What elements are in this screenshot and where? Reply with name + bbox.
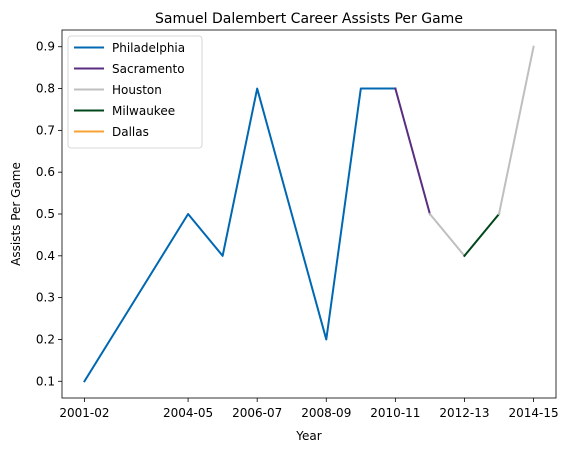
- legend-label-houston: Houston: [112, 83, 162, 97]
- y-tick-label: 0.5: [36, 207, 55, 221]
- series-line-philadelphia-0: [83, 87, 397, 383]
- x-tick-label: 2010-11: [370, 406, 420, 420]
- y-tick-label: 0.4: [36, 249, 55, 263]
- y-tick-label: 0.3: [36, 291, 55, 305]
- legend-label-sacramento: Sacramento: [112, 62, 185, 76]
- legend-label-philadelphia: Philadelphia: [112, 41, 185, 55]
- x-tick-label: 2006-07: [232, 406, 282, 420]
- chart-title: Samuel Dalembert Career Assists Per Game: [155, 11, 463, 27]
- y-axis-title: Assists Per Game: [9, 162, 23, 266]
- y-axis: 0.1 0.2 0.3 0.4 0.5 0.6 0.7 0.8 0.9: [36, 40, 62, 388]
- x-axis-title: Year: [295, 429, 321, 443]
- x-tick-label: 2012-13: [439, 406, 489, 420]
- plot-area: [61, 29, 557, 399]
- x-tick-label: 2014-15: [508, 406, 558, 420]
- series-line-sacramento-1: [394, 87, 432, 216]
- y-tick-label: 0.6: [36, 165, 55, 179]
- x-tick-label: 2004-05: [163, 406, 213, 420]
- y-tick-label: 0.9: [36, 40, 55, 54]
- x-tick-label: 2001-02: [59, 406, 109, 420]
- series-line-houston-4: [497, 45, 535, 216]
- y-tick-label: 0.8: [36, 82, 55, 96]
- x-axis: 2001-02 2004-05 2006-07 2008-09 2010-11 2012-…: [59, 398, 559, 420]
- legend-frame: [67, 35, 203, 149]
- y-tick-label: 0.1: [36, 374, 55, 388]
- series-line-houston-2: [428, 212, 466, 258]
- series-line-milwaukee-3: [463, 212, 501, 258]
- legend-label-dallas: Dallas: [112, 125, 149, 139]
- y-tick-label: 0.7: [36, 123, 55, 137]
- legend: Philadelphia Sacramento Houston Milwaukee Da…: [67, 35, 203, 149]
- legend-label-milwaukee: Milwaukee: [112, 104, 175, 118]
- x-tick-label: 2008-09: [301, 406, 351, 420]
- y-tick-label: 0.2: [36, 332, 55, 346]
- series-layer: [83, 45, 535, 383]
